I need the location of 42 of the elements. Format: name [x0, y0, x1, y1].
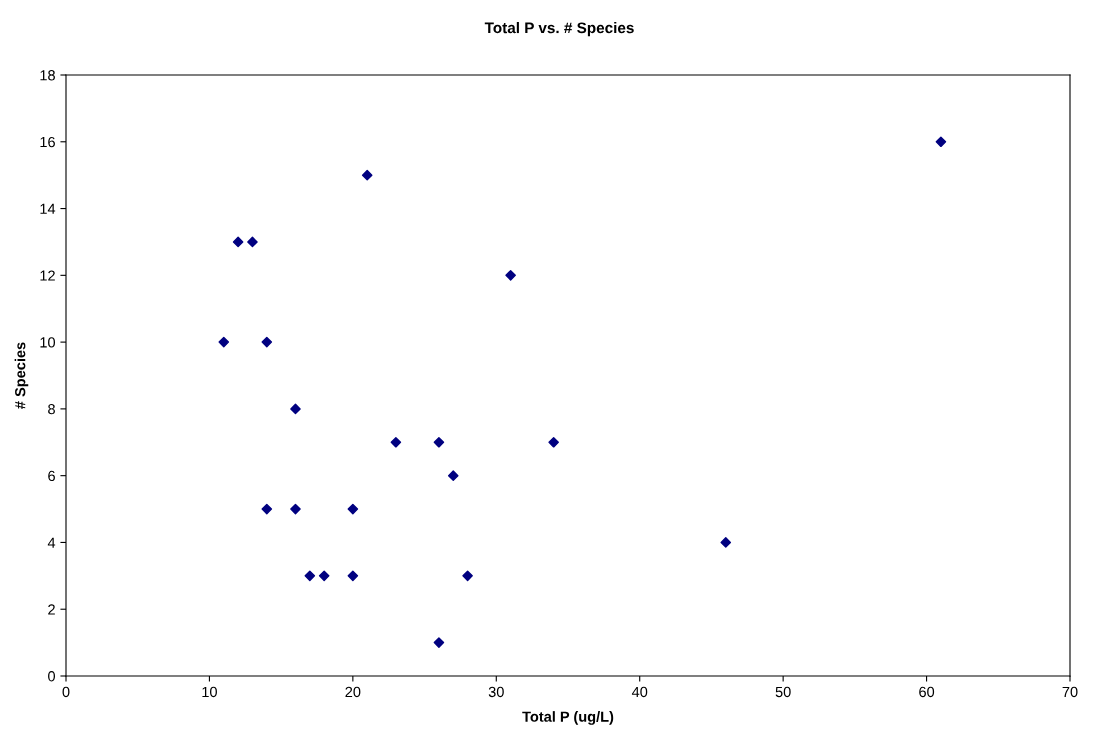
y-tick-label: 2 [48, 604, 55, 615]
x-axis-title: Total P (ug/L) [522, 711, 614, 725]
x-tick-label: 20 [345, 686, 361, 698]
point [390, 436, 402, 448]
point [232, 236, 244, 248]
y-tick-label: 16 [40, 136, 55, 148]
y-tick-label: 6 [48, 470, 55, 482]
point [218, 336, 230, 348]
point [247, 236, 258, 248]
point [347, 570, 359, 582]
x-tick-label: 60 [919, 686, 935, 698]
y-tick-label: 4 [47, 537, 56, 548]
point [290, 403, 301, 415]
point [261, 503, 273, 515]
x-tick-label: 50 [775, 686, 791, 698]
point [361, 169, 373, 181]
point [935, 136, 947, 148]
point [261, 336, 273, 348]
y-tick-label: 18 [40, 70, 55, 81]
chart-title: Total P vs. # Species [484, 22, 634, 37]
point [720, 537, 732, 548]
x-tick-label: 10 [202, 686, 217, 698]
point [462, 570, 473, 582]
x-tick-label: 30 [488, 686, 504, 698]
x-tick-label: 40 [631, 686, 648, 698]
y-tick-label: 12 [40, 270, 55, 281]
point [347, 503, 359, 515]
point [447, 470, 459, 481]
x-tick-label: 0 [62, 686, 70, 698]
y-tick-label: 8 [48, 403, 55, 415]
point [304, 570, 316, 582]
point [433, 436, 445, 448]
y-tick-label: 14 [40, 203, 56, 214]
point [318, 570, 330, 582]
y-axis-title: # Species [14, 342, 29, 409]
y-tick-label: 10 [40, 337, 56, 348]
y-tick-label: 0 [48, 671, 56, 682]
point [548, 436, 559, 448]
point [505, 270, 516, 281]
point [290, 503, 301, 515]
point [433, 637, 445, 648]
x-tick-label: 70 [1062, 686, 1078, 698]
